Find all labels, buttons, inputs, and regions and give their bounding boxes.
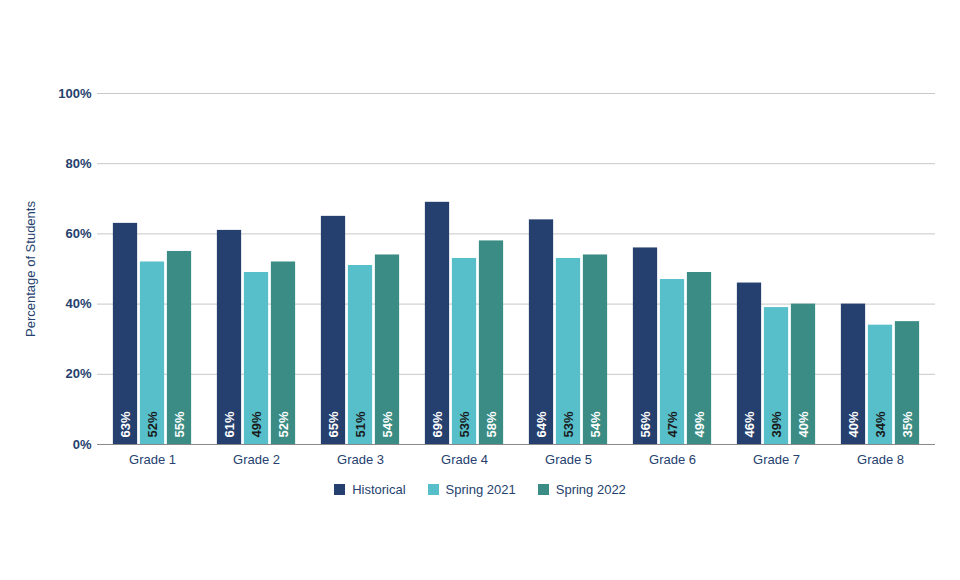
html-text:Spring 2022: Spring 2022 bbox=[555, 482, 626, 497]
svg-text:60%: 60% bbox=[65, 226, 91, 241]
svg-text:35%: 35% bbox=[900, 411, 915, 437]
svg-text:52%: 52% bbox=[276, 411, 291, 437]
svg-text:54%: 54% bbox=[380, 411, 395, 437]
svg-text:100%: 100% bbox=[58, 86, 92, 101]
svg-text:51%: 51% bbox=[353, 411, 368, 437]
svg-text:39%: 39% bbox=[769, 411, 784, 437]
svg-text:61%: 61% bbox=[222, 411, 237, 437]
html-text:Spring 2021: Spring 2021 bbox=[445, 482, 516, 497]
svg-text:64%: 64% bbox=[534, 411, 549, 437]
svg-text:53%: 53% bbox=[561, 411, 576, 437]
svg-text:Grade 8: Grade 8 bbox=[857, 452, 904, 467]
svg-text:Grade 4: Grade 4 bbox=[441, 452, 488, 467]
svg-text:Grade 3: Grade 3 bbox=[337, 452, 384, 467]
svg-text:53%: 53% bbox=[457, 411, 472, 437]
svg-text:46%: 46% bbox=[742, 411, 757, 437]
svg-text:63%: 63% bbox=[118, 411, 133, 437]
svg-text:40%: 40% bbox=[796, 411, 811, 437]
svg-text:58%: 58% bbox=[484, 411, 499, 437]
svg-text:Grade 1: Grade 1 bbox=[129, 452, 176, 467]
svg-text:Percentage of Students: Percentage of Students bbox=[23, 201, 38, 337]
html-text:Historical: Historical bbox=[352, 482, 406, 497]
svg-text:49%: 49% bbox=[249, 411, 264, 437]
svg-text:54%: 54% bbox=[588, 411, 603, 437]
svg-text:69%: 69% bbox=[430, 411, 445, 437]
svg-text:49%: 49% bbox=[692, 411, 707, 437]
svg-text:56%: 56% bbox=[638, 411, 653, 437]
svg-text:Grade 6: Grade 6 bbox=[649, 452, 696, 467]
svg-text:Grade 7: Grade 7 bbox=[753, 452, 800, 467]
svg-text:20%: 20% bbox=[65, 366, 91, 381]
svg-text:65%: 65% bbox=[326, 411, 341, 437]
svg-text:52%: 52% bbox=[145, 411, 160, 437]
svg-text:Grade 5: Grade 5 bbox=[545, 452, 592, 467]
svg-text:0%: 0% bbox=[73, 437, 92, 452]
svg-text:34%: 34% bbox=[873, 411, 888, 437]
svg-text:47%: 47% bbox=[665, 411, 680, 437]
svg-text:40%: 40% bbox=[846, 411, 861, 437]
svg-text:Grade 2: Grade 2 bbox=[233, 452, 280, 467]
svg-text:80%: 80% bbox=[65, 156, 91, 171]
svg-text:40%: 40% bbox=[65, 296, 91, 311]
svg-text:55%: 55% bbox=[172, 411, 187, 437]
